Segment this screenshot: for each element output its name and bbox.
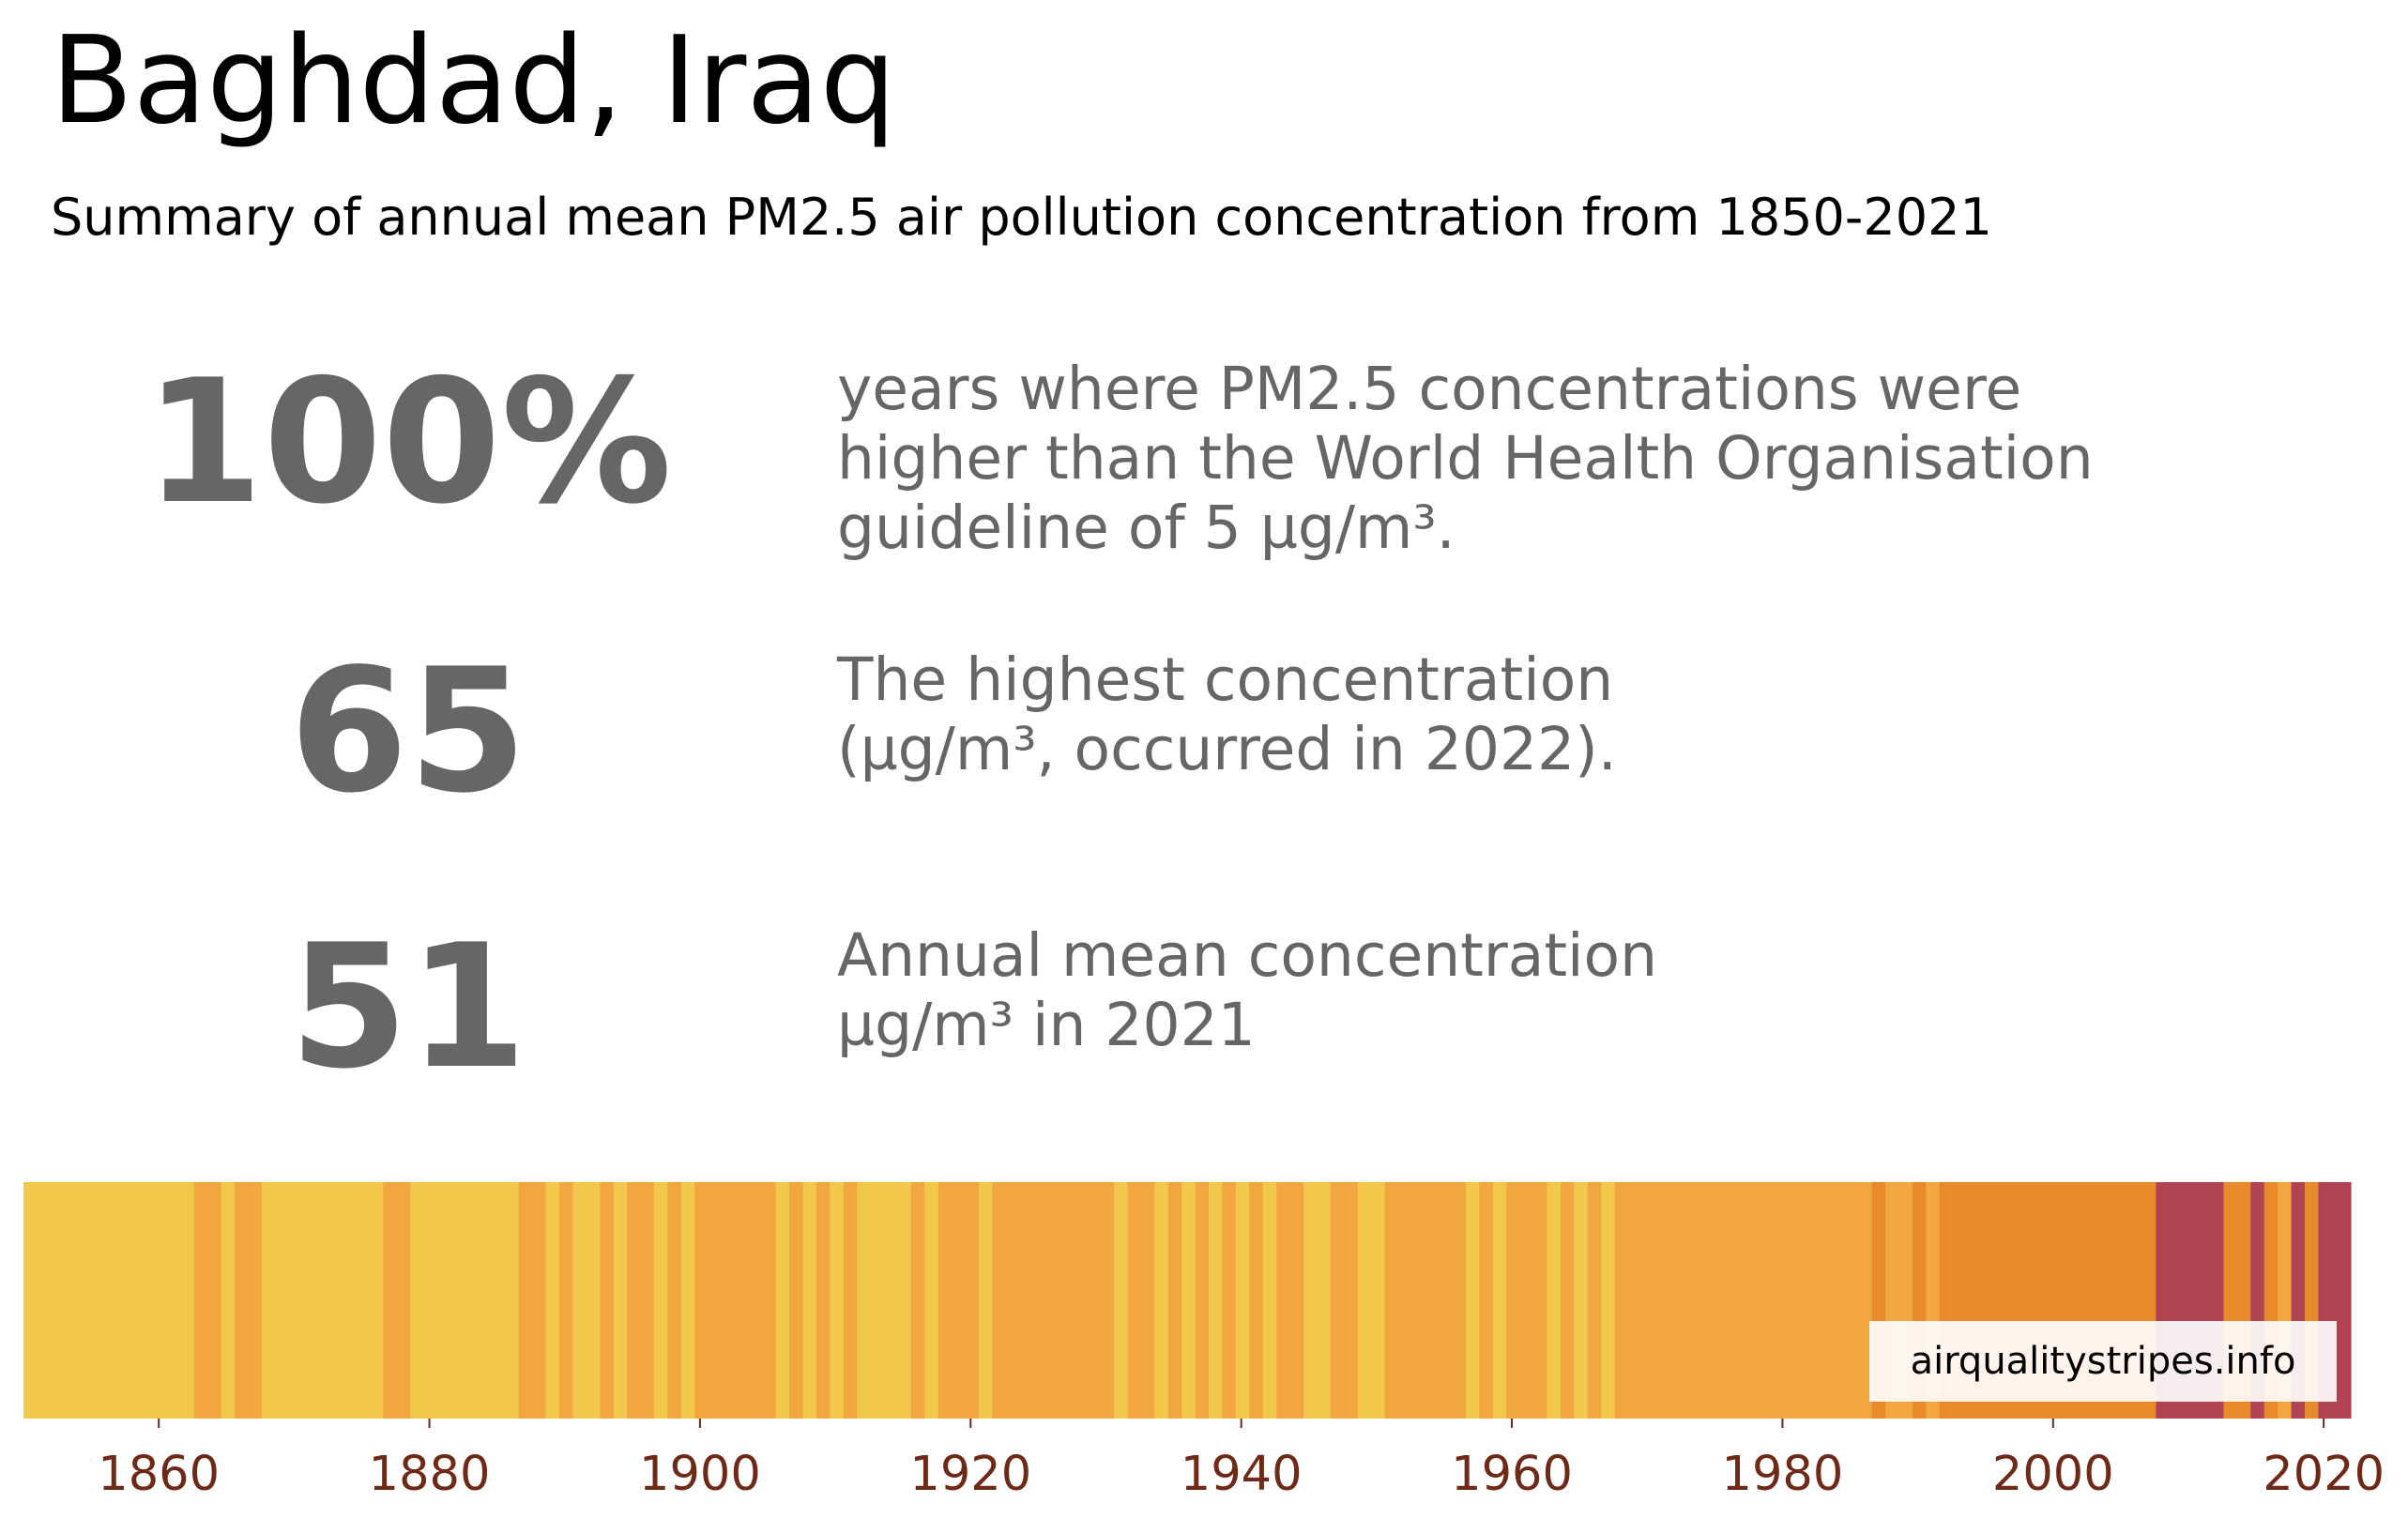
stripe-45 bbox=[1384, 1182, 1467, 1419]
stripe-2 bbox=[221, 1182, 236, 1419]
x-tick-label: 2020 bbox=[2263, 1447, 2385, 1502]
x-tick-label: 1920 bbox=[909, 1447, 1031, 1502]
stripe-8 bbox=[545, 1182, 560, 1419]
stripe-43 bbox=[1330, 1182, 1359, 1419]
stripe-12 bbox=[613, 1182, 628, 1419]
stripe-38 bbox=[1235, 1182, 1250, 1419]
stripe-5 bbox=[383, 1182, 411, 1419]
stripe-33 bbox=[1167, 1182, 1182, 1419]
stripe-25 bbox=[910, 1182, 925, 1419]
stat-description-years-above-guideline: years where PM2.5 concentrations were hi… bbox=[837, 355, 2094, 563]
stat-description-line: guideline of 5 µg/m³. bbox=[837, 493, 1455, 562]
stripe-15 bbox=[667, 1182, 682, 1419]
stripe-28 bbox=[978, 1182, 993, 1419]
stripe-22 bbox=[830, 1182, 845, 1419]
stripe-21 bbox=[815, 1182, 831, 1419]
stat-description-line: (µg/m³, occurred in 2022). bbox=[837, 715, 1617, 783]
stripe-1 bbox=[193, 1182, 222, 1419]
stripe-49 bbox=[1506, 1182, 1548, 1419]
stat-value-highest-concentration: 65 bbox=[289, 631, 527, 830]
stripe-37 bbox=[1222, 1182, 1237, 1419]
stripe-17 bbox=[694, 1182, 777, 1419]
x-tick-label: 1880 bbox=[369, 1447, 491, 1502]
stripe-29 bbox=[992, 1182, 1115, 1419]
stripe-44 bbox=[1357, 1182, 1386, 1419]
stripe-3 bbox=[234, 1182, 263, 1419]
stripe-35 bbox=[1195, 1182, 1210, 1419]
x-tick-label: 1860 bbox=[98, 1447, 220, 1502]
x-tick-label: 1940 bbox=[1181, 1447, 1303, 1502]
x-tick-label: 2000 bbox=[1992, 1447, 2114, 1502]
stat-description-line: higher than the World Health Organisatio… bbox=[837, 424, 2094, 493]
stripe-46 bbox=[1466, 1182, 1481, 1419]
stat-description-annual-mean: Annual mean concentration µg/m³ in 2021 bbox=[837, 921, 1657, 1060]
stripe-4 bbox=[261, 1182, 385, 1419]
stripe-24 bbox=[857, 1182, 912, 1419]
stripe-20 bbox=[802, 1182, 817, 1419]
stat-description-line: years where PM2.5 concentrations were bbox=[837, 355, 2022, 423]
stripe-52 bbox=[1574, 1182, 1589, 1419]
stripe-41 bbox=[1276, 1182, 1304, 1419]
stripe-32 bbox=[1154, 1182, 1169, 1419]
stripe-16 bbox=[680, 1182, 695, 1419]
stripe-13 bbox=[627, 1182, 655, 1419]
stripe-group bbox=[23, 1182, 2352, 1419]
stripe-36 bbox=[1209, 1182, 1224, 1419]
stat-description-line: µg/m³ in 2021 bbox=[837, 991, 1256, 1059]
stripe-34 bbox=[1181, 1182, 1196, 1419]
stripe-42 bbox=[1303, 1182, 1332, 1419]
x-tick-label: 1960 bbox=[1451, 1447, 1573, 1502]
stripe-10 bbox=[572, 1182, 601, 1419]
stat-description-line: The highest concentration bbox=[837, 645, 1614, 714]
stripe-11 bbox=[600, 1182, 615, 1419]
stat-description-highest-concentration: The highest concentration (µg/m³, occurr… bbox=[837, 645, 1617, 784]
stat-value-annual-mean: 51 bbox=[289, 907, 527, 1106]
stripe-54 bbox=[1601, 1182, 1616, 1419]
stripe-26 bbox=[924, 1182, 939, 1419]
x-tick-label: 1900 bbox=[639, 1447, 761, 1502]
stripe-55 bbox=[1614, 1182, 1873, 1419]
stripe-23 bbox=[843, 1182, 858, 1419]
page-subtitle: Summary of annual mean PM2.5 air polluti… bbox=[51, 188, 1992, 247]
x-axis-ticks: 1860 1880 1900 1920 1940 1960 1980 2000 2020 bbox=[98, 1419, 2385, 1502]
x-tick-label: 1980 bbox=[1722, 1447, 1844, 1502]
stripe-9 bbox=[558, 1182, 573, 1419]
stripe-18 bbox=[775, 1182, 790, 1419]
stripe-30 bbox=[1114, 1182, 1129, 1419]
stripe-31 bbox=[1127, 1182, 1155, 1419]
stripe-14 bbox=[653, 1182, 668, 1419]
stripe-40 bbox=[1262, 1182, 1277, 1419]
stat-description-line: Annual mean concentration bbox=[837, 921, 1658, 990]
stripe-19 bbox=[789, 1182, 804, 1419]
stripe-27 bbox=[937, 1182, 980, 1419]
stripe-6 bbox=[410, 1182, 520, 1419]
stripe-48 bbox=[1492, 1182, 1507, 1419]
stripe-47 bbox=[1479, 1182, 1494, 1419]
stat-value-years-above-guideline: 100% bbox=[144, 342, 673, 541]
credit-label: airqualitystripes.info bbox=[1869, 1321, 2337, 1402]
stripe-0 bbox=[23, 1182, 195, 1419]
stripe-7 bbox=[518, 1182, 547, 1419]
stripe-50 bbox=[1547, 1182, 1562, 1419]
stripe-53 bbox=[1587, 1182, 1602, 1419]
page-title: Baghdad, Iraq bbox=[51, 11, 896, 151]
stripe-39 bbox=[1249, 1182, 1264, 1419]
stripe-51 bbox=[1560, 1182, 1575, 1419]
